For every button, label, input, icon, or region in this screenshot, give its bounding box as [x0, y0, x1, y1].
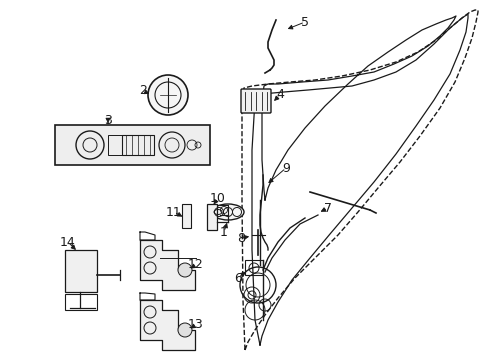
- Bar: [182, 204, 191, 228]
- Text: 6: 6: [234, 271, 242, 284]
- Bar: [122, 135, 154, 155]
- Text: 14: 14: [60, 235, 76, 248]
- Polygon shape: [140, 300, 195, 350]
- Circle shape: [178, 323, 192, 337]
- Bar: [206, 204, 217, 230]
- Text: 13: 13: [188, 319, 203, 332]
- Circle shape: [178, 263, 192, 277]
- Text: 4: 4: [276, 89, 284, 102]
- Bar: [65, 294, 97, 310]
- Circle shape: [148, 75, 187, 115]
- Text: 8: 8: [237, 231, 244, 244]
- Text: 11: 11: [166, 206, 182, 219]
- Text: 9: 9: [282, 162, 289, 175]
- Bar: [55, 125, 209, 165]
- Text: 12: 12: [188, 258, 203, 271]
- Text: 7: 7: [324, 202, 331, 215]
- Polygon shape: [140, 240, 195, 290]
- Text: 1: 1: [220, 225, 227, 238]
- Bar: [65, 250, 97, 292]
- Text: 3: 3: [104, 113, 112, 126]
- Ellipse shape: [212, 204, 244, 220]
- Bar: [244, 260, 263, 275]
- FancyBboxPatch shape: [241, 89, 270, 113]
- Text: 5: 5: [301, 15, 308, 28]
- Bar: [108, 135, 122, 155]
- Text: 10: 10: [210, 192, 225, 204]
- Text: 2: 2: [139, 85, 146, 98]
